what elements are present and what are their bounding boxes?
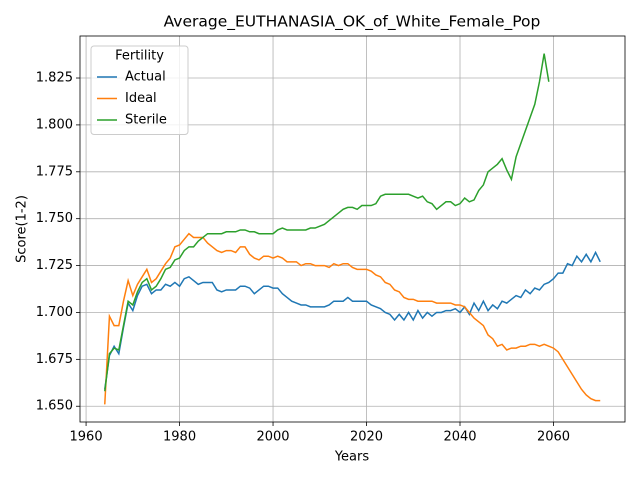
- y-tick-label: 1.725: [36, 258, 73, 273]
- legend-label: Ideal: [125, 91, 157, 106]
- y-tick-label: 1.650: [36, 399, 73, 414]
- x-tick-label: 1960: [70, 430, 103, 445]
- x-tick-label: 2000: [256, 430, 289, 445]
- y-tick-label: 1.700: [36, 305, 73, 320]
- x-tick-label: 2060: [537, 430, 570, 445]
- x-axis-label: Years: [334, 450, 370, 465]
- legend-label: Actual: [125, 70, 166, 85]
- x-tick-label: 2020: [350, 430, 383, 445]
- y-tick-label: 1.675: [36, 352, 73, 367]
- legend-title: Fertility: [115, 49, 164, 64]
- x-tick-label: 2040: [443, 430, 476, 445]
- legend-box: [90, 45, 189, 135]
- y-tick-label: 1.775: [36, 164, 73, 179]
- y-axis-label: Score(1-2): [15, 195, 30, 263]
- chart-title: Average_EUTHANASIA_OK_of_White_Female_Po…: [164, 13, 541, 32]
- legend-label: Sterile: [125, 113, 167, 128]
- y-tick-label: 1.825: [36, 71, 73, 86]
- line-series: [104, 53, 550, 392]
- y-tick-label: 1.750: [36, 211, 73, 226]
- plot-frame: [79, 35, 626, 423]
- y-tick-label: 1.800: [36, 117, 73, 132]
- line-series: [104, 250, 601, 390]
- line-series: [104, 232, 601, 405]
- x-tick-label: 1980: [163, 430, 196, 445]
